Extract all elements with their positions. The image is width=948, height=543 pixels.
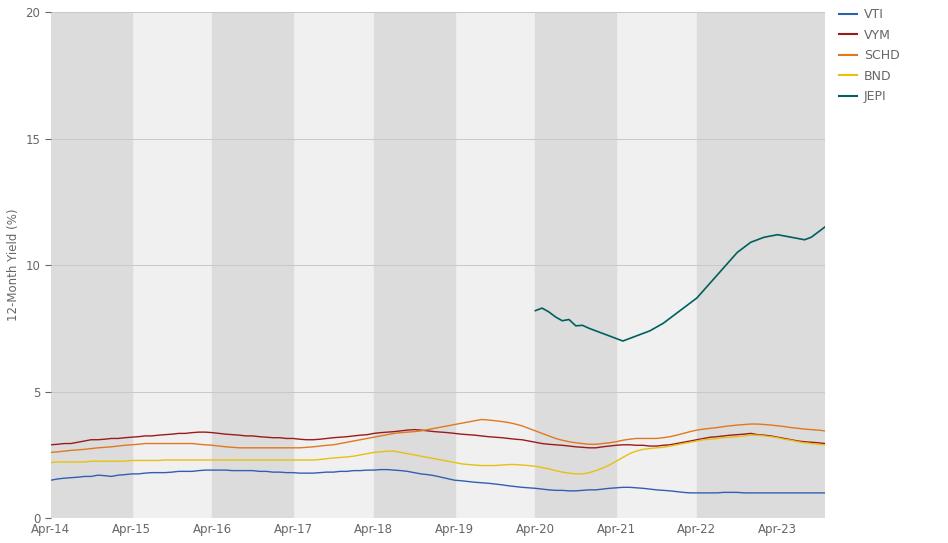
Bar	[697, 12, 825, 518]
Bar	[51, 12, 132, 518]
Bar	[536, 12, 616, 518]
Y-axis label: 12-Month Yield (%): 12-Month Yield (%)	[7, 209, 20, 321]
Legend: VTI, VYM, SCHD, BND, JEPI: VTI, VYM, SCHD, BND, JEPI	[839, 8, 900, 103]
Bar	[374, 12, 455, 518]
Bar	[212, 12, 293, 518]
